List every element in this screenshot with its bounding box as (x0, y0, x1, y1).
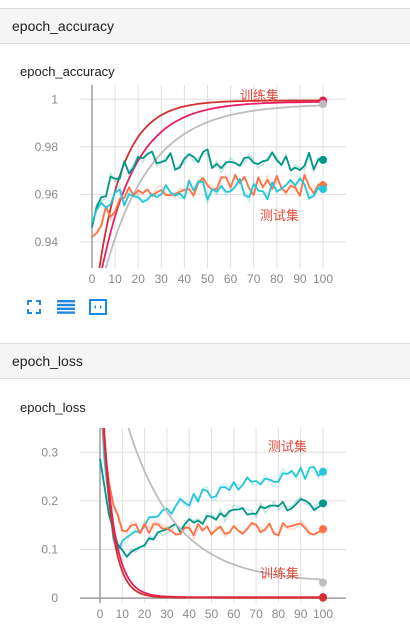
series-group (99, 307, 324, 599)
series-end-point[interactable] (319, 578, 327, 587)
expand-icon[interactable] (25, 298, 43, 316)
x-tick-label: 70 (247, 272, 261, 286)
y-tick-label: 0.2 (41, 494, 58, 508)
series-end-point[interactable] (319, 499, 327, 508)
x-tick-label: 60 (227, 607, 241, 621)
fit-domain-icon[interactable] (89, 298, 107, 316)
data-table-icon[interactable] (57, 298, 75, 316)
series-line[interactable] (91, 173, 324, 238)
x-tick-label: 40 (183, 607, 197, 621)
x-tick-label: 10 (116, 607, 130, 621)
section-header-loss-label: epoch_loss (12, 353, 83, 369)
series-line[interactable] (100, 355, 323, 599)
series-line[interactable] (91, 148, 324, 228)
plot-background (80, 85, 346, 268)
x-tick-label: 80 (270, 272, 284, 286)
y-tick-label: 0.94 (35, 235, 59, 249)
series-end-point[interactable] (319, 155, 327, 164)
x-tick-label: 50 (201, 272, 215, 286)
section-header-accuracy[interactable]: epoch_accuracy (0, 8, 410, 44)
plot-background (80, 428, 346, 603)
series-end-point[interactable] (319, 100, 327, 109)
x-tick-label: 60 (224, 272, 238, 286)
series-line[interactable] (100, 391, 324, 552)
x-tick-label: 0 (89, 272, 96, 286)
series-group (91, 99, 324, 325)
x-tick-label: 80 (272, 607, 286, 621)
y-tick-label: 0.1 (41, 543, 58, 557)
x-tick-label: 100 (313, 272, 333, 286)
x-tick-label: 90 (294, 607, 308, 621)
y-tick-label: 1 (51, 92, 58, 106)
x-tick-label: 20 (138, 607, 152, 621)
chart-annotation: 测试集 (268, 439, 307, 455)
series-line[interactable] (92, 99, 324, 325)
x-tick-label: 10 (108, 272, 122, 286)
x-tick-label: 50 (205, 607, 219, 621)
chart-title-accuracy: epoch_accuracy (20, 64, 115, 79)
chart-annotation: 训练集 (240, 88, 279, 104)
y-tick-label: 0 (51, 591, 58, 605)
series-line[interactable] (92, 103, 324, 325)
section-header-accuracy-label: epoch_accuracy (12, 18, 114, 34)
x-tick-label: 30 (155, 272, 169, 286)
series-raw-line (91, 174, 324, 224)
accuracy-chart: 0 10 20 30 40 50 60 70 80 90 100 0.94 0.96 0.98 1 训练集测试… (35, 85, 346, 325)
series-line[interactable] (92, 100, 324, 325)
x-tick-label: 70 (249, 607, 263, 621)
x-tick-label: 0 (97, 607, 104, 621)
x-tick-label: 20 (132, 272, 146, 286)
plot-area: 0 10 20 30 40 50 60 70 80 90 100 0.94 0.96 0.98 1 (35, 85, 346, 286)
series-end-point[interactable] (319, 525, 327, 534)
chart-annotation: 测试集 (260, 208, 299, 224)
series-end-point[interactable] (319, 467, 327, 476)
chart-annotation: 训练集 (260, 566, 299, 582)
chart-title-loss: epoch_loss (20, 400, 86, 415)
x-tick-label: 30 (160, 607, 174, 621)
x-tick-label: 40 (178, 272, 192, 286)
y-tick-label: 0.3 (41, 445, 58, 459)
y-tick-label: 0.96 (35, 187, 59, 201)
x-tick-label: 100 (313, 607, 333, 621)
plot-area: 0 10 20 30 40 50 60 70 80 90 100 0 0.1 0.2 0.3 (41, 428, 346, 621)
series-line[interactable] (91, 177, 324, 223)
series-end-point[interactable] (319, 185, 327, 194)
series-raw-line (101, 428, 324, 557)
x-tick-label: 90 (293, 272, 307, 286)
section-header-loss[interactable]: epoch_loss (0, 343, 410, 379)
series-end-point[interactable] (319, 593, 327, 602)
series-line[interactable] (100, 307, 324, 584)
series-line[interactable] (100, 400, 324, 537)
y-tick-label: 0.98 (35, 140, 59, 154)
series-line[interactable] (99, 458, 324, 558)
